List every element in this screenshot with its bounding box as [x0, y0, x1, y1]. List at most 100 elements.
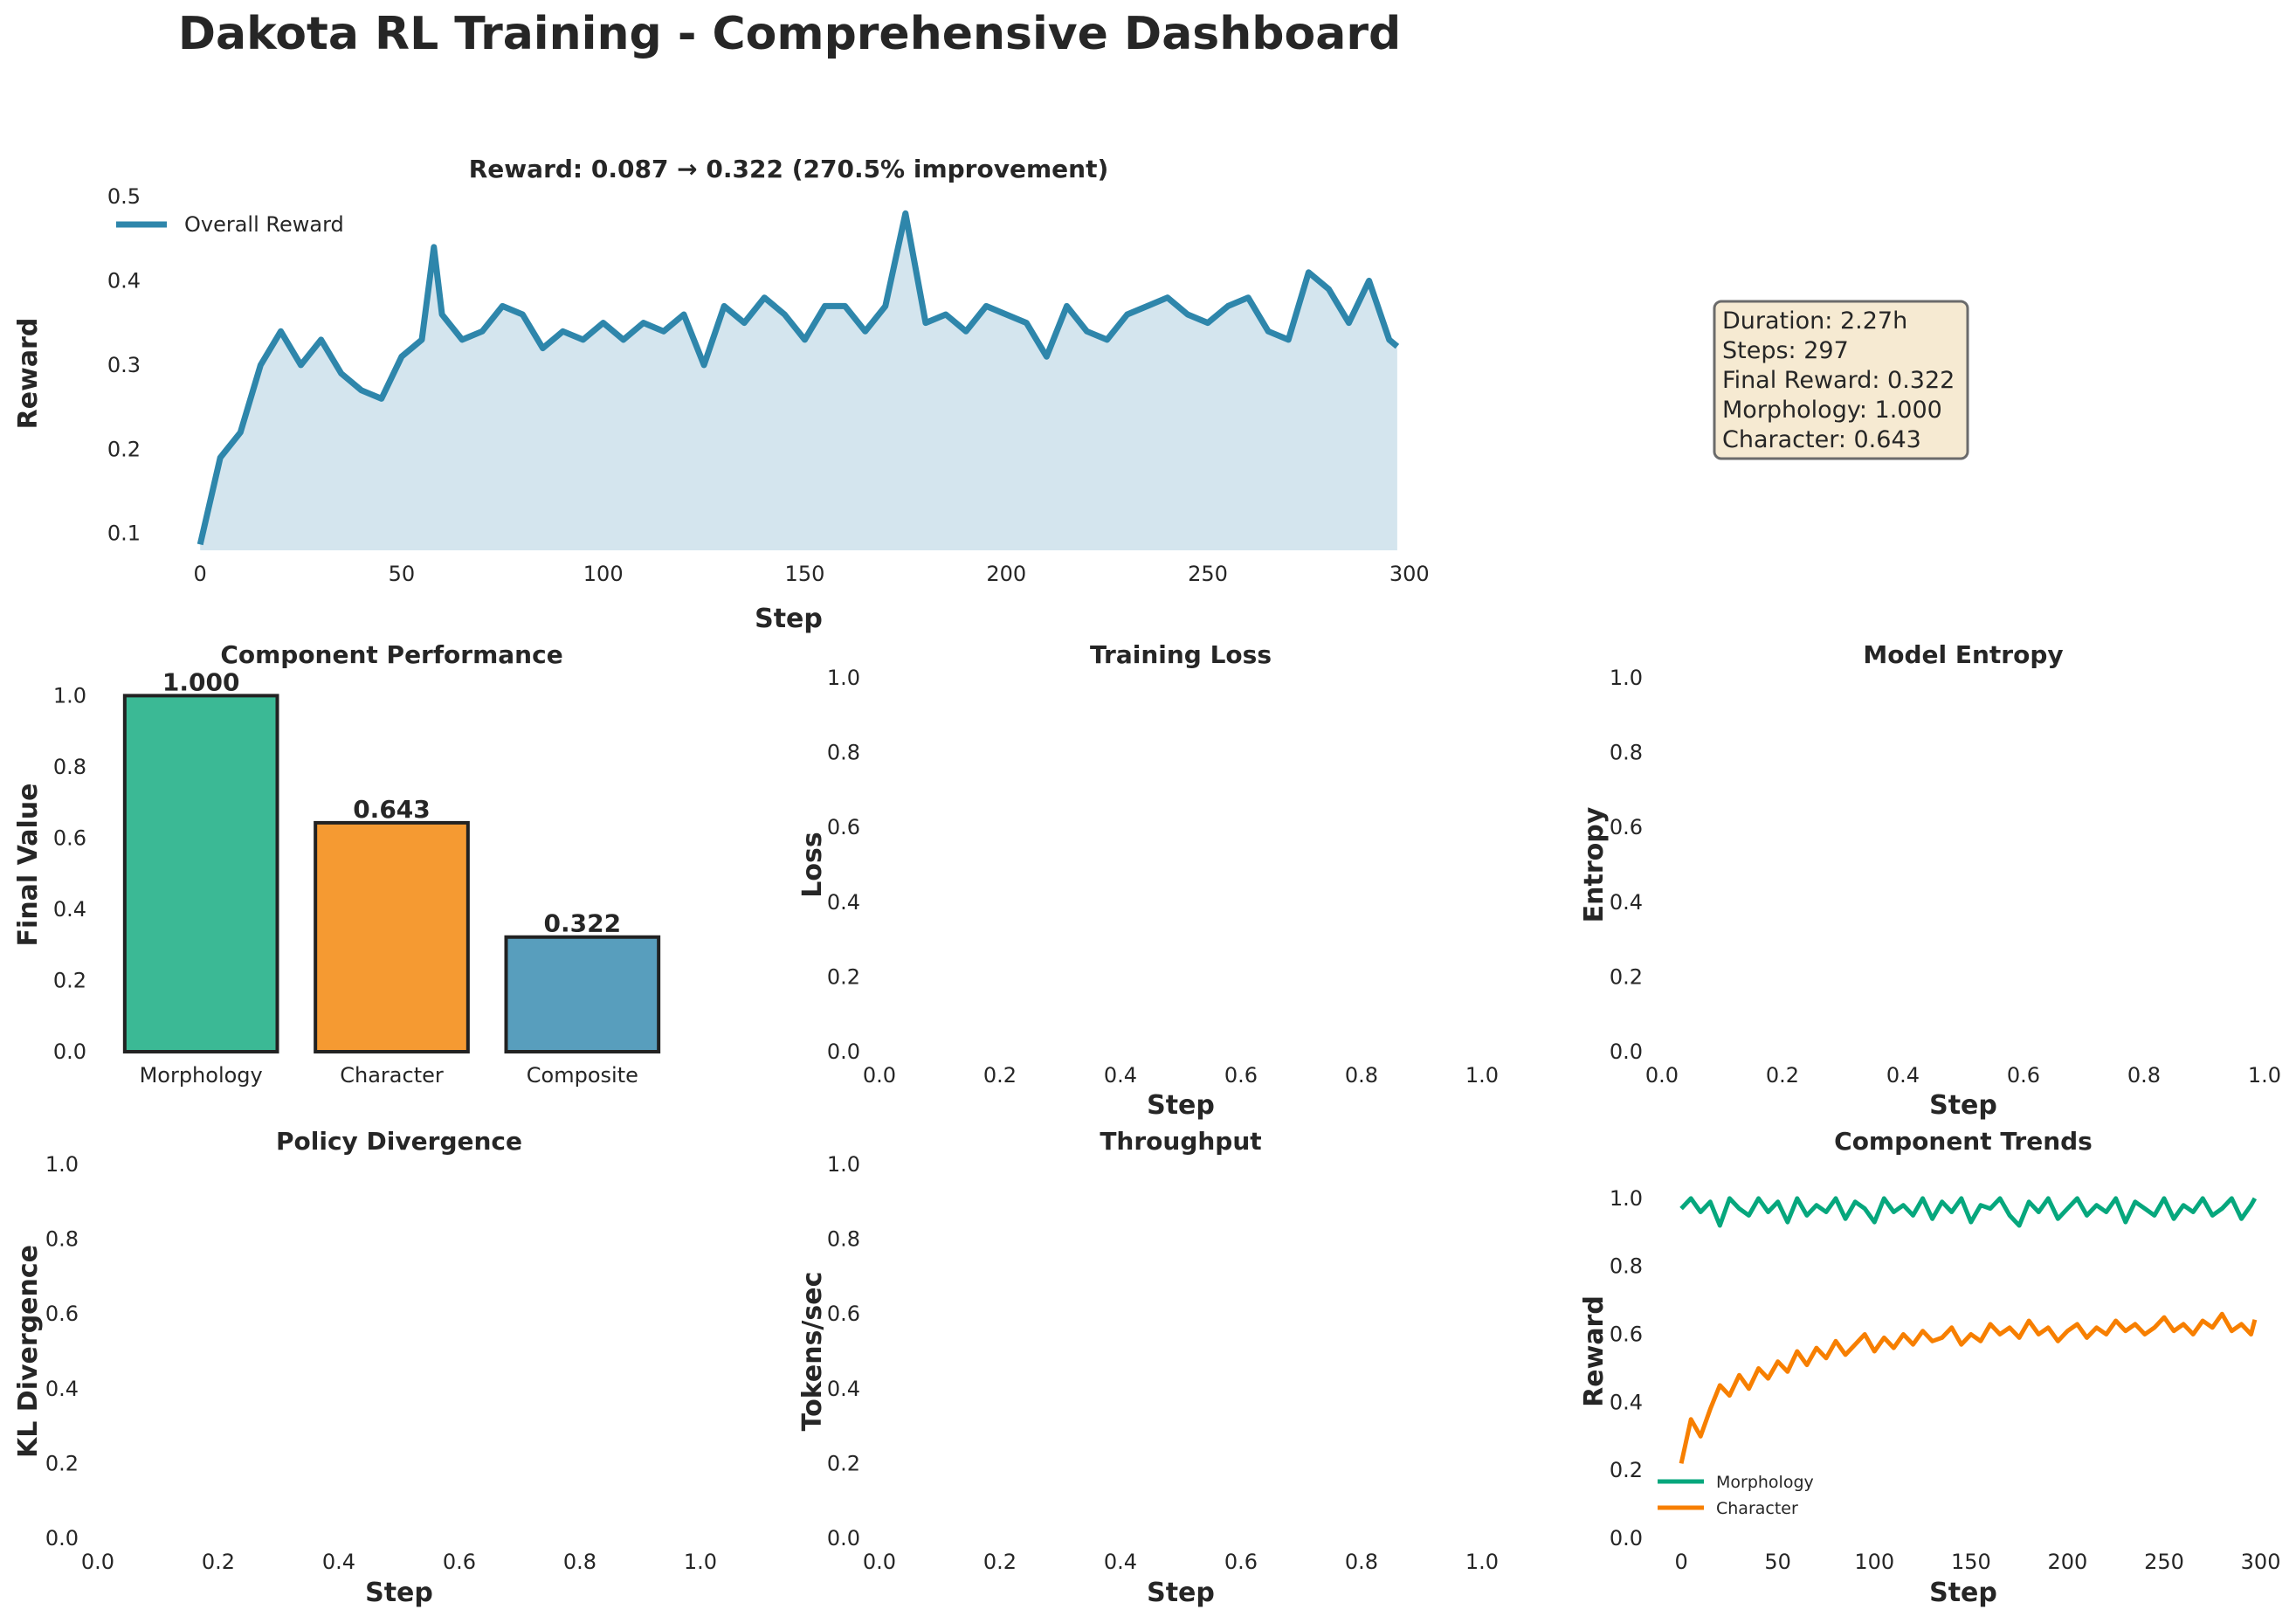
x-tick-label: 100: [583, 562, 624, 586]
panel-kl: Policy Divergence KL Divergence 0.0 0.2 0.4 0…: [13, 1127, 717, 1608]
x-tick-label: 200: [2048, 1550, 2088, 1574]
x-tick-label: 100: [1854, 1550, 1894, 1574]
y-tick-label: 0.0: [827, 1039, 860, 1064]
y-tick-label: 0.0: [1610, 1526, 1643, 1550]
bar-morphology: [122, 694, 279, 1054]
panel-entropy: Model Entropy Entropy 0.0 0.2 0.4 0.6 0.8 1.0 0.…: [1579, 640, 2281, 1121]
bar-value-label: 1.000: [162, 667, 240, 696]
y-tick-label: 0.8: [827, 741, 860, 765]
x-tick-label: 200: [986, 562, 1026, 586]
x-tick-label: 0.2: [202, 1550, 235, 1574]
x-tick-label: 0.4: [1104, 1550, 1137, 1574]
x-tick-label: 0.6: [2007, 1063, 2040, 1088]
panel-loss: Training Loss Loss 0.0 0.2 0.4 0.6 0.8 1.0 0.0 0.…: [797, 640, 1499, 1121]
y-tick-label: 0.1: [107, 521, 141, 546]
y-tick-label: 0.4: [1610, 890, 1643, 915]
y-tick-label: 0.8: [45, 1227, 79, 1252]
x-tick-label: 0.0: [863, 1063, 896, 1088]
y-tick-label: 0.0: [45, 1526, 79, 1550]
info-box-frame: [1713, 300, 1969, 460]
y-tick-label: 0.6: [45, 1302, 79, 1326]
x-tick-label: Morphology: [140, 1063, 263, 1088]
x-tick-label: 0.2: [1766, 1063, 1799, 1088]
panel-title: Policy Divergence: [276, 1127, 522, 1156]
y-tick-label: 0.2: [827, 964, 860, 989]
y-tick-label: 0.4: [827, 890, 860, 915]
x-tick-label: 0.6: [1224, 1550, 1258, 1574]
y-tick-label: 1.0: [1610, 1186, 1643, 1211]
bar-character: [314, 820, 470, 1053]
series-line-overall-reward: [197, 210, 1400, 546]
y-tick-label: 0.2: [827, 1451, 860, 1475]
bar-composite: [504, 935, 661, 1054]
y-tick-label: 0.8: [1610, 741, 1643, 765]
y-tick-label: 0.6: [1610, 1323, 1643, 1347]
y-tick-label: 0.8: [53, 755, 86, 779]
x-tick-label: 1.0: [684, 1550, 717, 1574]
y-tick-label: 0.0: [53, 1039, 86, 1064]
x-axis-label: Step: [1929, 1090, 1997, 1121]
bar-value-label: 0.643: [353, 795, 431, 824]
panel-title: Reward: 0.087 → 0.322 (270.5% improvemen…: [469, 155, 1109, 183]
legend: Morphology Character: [1658, 1473, 1814, 1518]
x-tick-label: 250: [2144, 1550, 2184, 1574]
x-tick-label: 0.6: [443, 1550, 476, 1574]
area-fill-overall-reward: [200, 213, 1397, 551]
info-line: Morphology: 1.000: [1722, 397, 1942, 424]
bar-value-label: 0.322: [544, 909, 622, 938]
panel-throughput: Throughput Tokens/sec 0.0 0.2 0.4 0.6 0.8 1.0 0.…: [797, 1127, 1499, 1608]
x-tick-label: 0.4: [322, 1550, 355, 1574]
y-tick-label: 0.2: [53, 968, 86, 992]
x-axis-label: Step: [1929, 1578, 1997, 1608]
panel-title: Throughput: [1100, 1127, 1261, 1156]
x-tick-label: 0.8: [1345, 1550, 1378, 1574]
x-tick-label: 150: [785, 562, 825, 586]
x-axis-label: Step: [1147, 1090, 1215, 1121]
y-tick-label: 0.6: [827, 815, 860, 839]
panel-reward: Reward: 0.087 → 0.322 (270.5% improvemen…: [13, 155, 1430, 634]
x-tick-label: 0.2: [983, 1550, 1017, 1574]
panel-title: Training Loss: [1090, 640, 1272, 669]
x-tick-label: Character: [340, 1063, 444, 1088]
legend-label: Character: [1716, 1499, 1798, 1518]
x-tick-label: 0.4: [1104, 1063, 1137, 1088]
y-axis-label: Entropy: [1579, 806, 1610, 922]
dashboard-title: Dakota RL Training - Comprehensive Dashb…: [178, 8, 1401, 60]
y-tick-label: 1.0: [45, 1152, 79, 1177]
panel-trends: Component Trends Reward 0.0 0.2 0.4 0.6 0.8 1.0…: [1579, 1127, 2280, 1608]
y-tick-label: 1.0: [1610, 666, 1643, 690]
panel-title: Component Performance: [220, 640, 562, 669]
x-tick-label: 0.0: [863, 1550, 896, 1574]
x-tick-label: 0.8: [563, 1550, 596, 1574]
x-axis-label: Step: [1147, 1578, 1215, 1608]
info-line: Duration: 2.27h: [1722, 307, 1907, 335]
x-tick-label: 0.0: [1645, 1063, 1679, 1088]
info-line: Character: 0.643: [1722, 426, 1921, 453]
y-tick-label: 1.0: [53, 683, 86, 708]
series-line-character: [1679, 1311, 2258, 1464]
x-tick-label: Composite: [527, 1063, 638, 1088]
y-tick-label: 0.8: [1610, 1254, 1643, 1279]
y-tick-label: 0.2: [1610, 964, 1643, 989]
y-axis-label: Reward: [1579, 1295, 1610, 1407]
legend-label: Overall Reward: [184, 212, 344, 237]
x-axis-label: Step: [755, 604, 823, 634]
y-tick-label: 1.0: [827, 666, 860, 690]
y-tick-label: 0.2: [45, 1451, 79, 1475]
y-tick-label: 0.2: [107, 437, 141, 461]
y-tick-label: 0.4: [827, 1377, 860, 1401]
panel-title: Component Trends: [1834, 1127, 2093, 1156]
x-tick-label: 0.8: [2127, 1063, 2161, 1088]
y-axis-label: KL Divergence: [13, 1245, 44, 1458]
x-tick-label: 50: [1764, 1550, 1791, 1574]
x-tick-label: 1.0: [2248, 1063, 2281, 1088]
y-tick-label: 0.4: [1610, 1390, 1643, 1414]
y-axis-label: Reward: [13, 318, 44, 430]
info-line: Final Reward: 0.322: [1722, 367, 1955, 394]
x-tick-label: 0.2: [983, 1063, 1017, 1088]
x-tick-label: 0: [1674, 1550, 1687, 1574]
y-tick-label: 1.0: [827, 1152, 860, 1177]
panel-title: Model Entropy: [1863, 640, 2063, 669]
